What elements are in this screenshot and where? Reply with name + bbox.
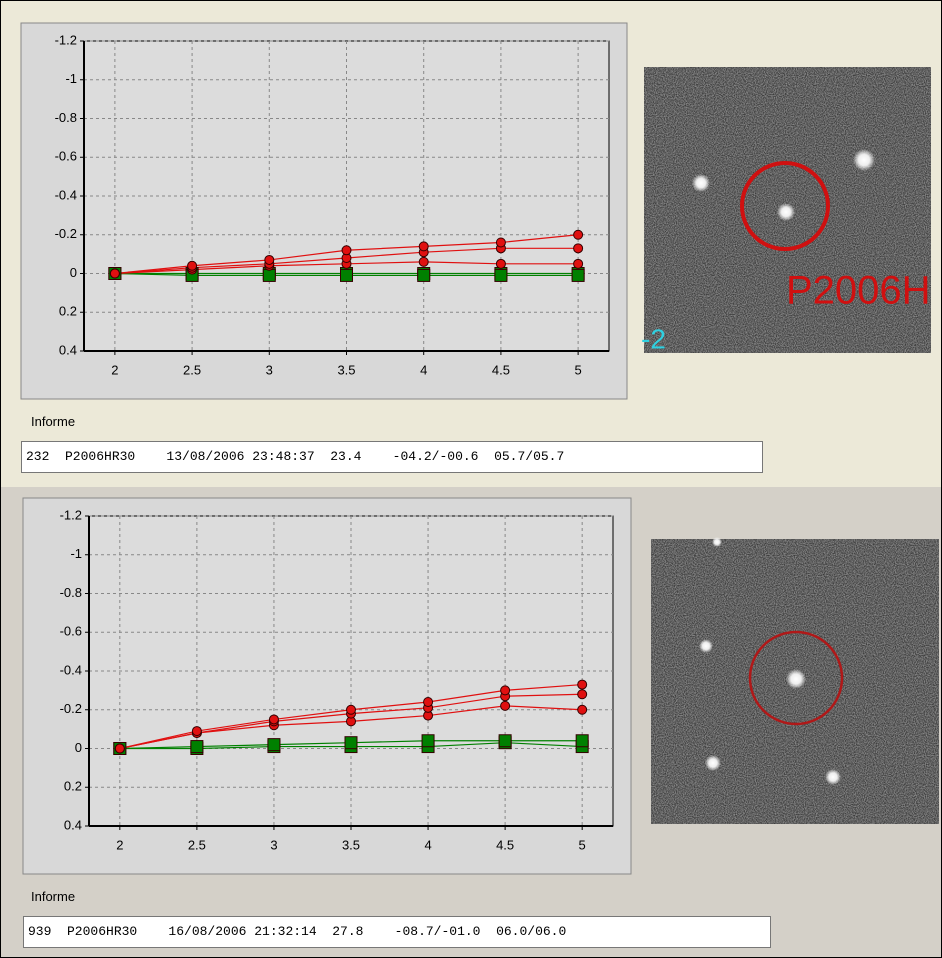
point <box>573 243 584 254</box>
point <box>417 268 431 282</box>
y-tick-label: -0.2 <box>60 701 82 716</box>
x-tick-label: 5 <box>575 362 582 377</box>
point <box>577 679 588 690</box>
point <box>498 734 512 748</box>
image-label: -2 <box>641 323 666 354</box>
star-image: P2006H -2 <box>641 67 931 354</box>
x-tick-label: 2 <box>111 362 118 377</box>
point <box>577 704 588 715</box>
point <box>495 258 506 269</box>
point <box>423 697 434 707</box>
y-tick-label: -0.8 <box>60 585 82 600</box>
point <box>495 237 506 248</box>
x-tick-label: 3 <box>266 362 273 377</box>
point <box>421 734 435 748</box>
report-box: 232 P2006HR30 13/08/2006 23:48:37 23.4 -… <box>21 441 763 473</box>
image-label: P2006H <box>786 269 931 313</box>
x-tick-label: 4.5 <box>496 837 514 852</box>
x-tick-label: 2 <box>116 837 123 852</box>
point <box>573 258 584 269</box>
label: Informe <box>31 414 76 429</box>
chart: -1.2 -1 -0.8 -0.6 -0.4 -0.2 0 0.2 0.4 2 2.5 3 3.5 4 4.… <box>22 497 632 875</box>
point <box>500 700 511 711</box>
point <box>571 268 585 282</box>
point <box>264 254 275 265</box>
y-tick-label: 0 <box>70 265 77 280</box>
point <box>346 704 356 715</box>
y-tick-label: -1.2 <box>60 507 82 522</box>
label: Informe <box>31 889 76 904</box>
chart: -1.2 -1 -0.8 -0.6 -0.4 -0.2 0 0.2 0.4 2 2.5 3 3.5 4 4.… <box>20 22 628 400</box>
y-tick-label: -0.6 <box>55 149 77 164</box>
y-tick-label: -0.6 <box>60 624 82 639</box>
x-tick-label: 4 <box>424 837 431 852</box>
y-tick-label: 0.2 <box>59 304 77 319</box>
point <box>573 229 584 240</box>
point <box>190 740 204 754</box>
x-tick-label: 2.5 <box>188 837 206 852</box>
x-tick-label: 5 <box>579 837 586 852</box>
point <box>575 734 589 748</box>
y-tick-label: -0.4 <box>55 187 77 202</box>
x-tick-label: 3 <box>270 837 277 852</box>
point <box>109 268 120 279</box>
point <box>268 714 279 725</box>
point <box>344 736 358 750</box>
y-tick-label: 0.4 <box>64 817 82 832</box>
point <box>341 245 352 256</box>
x-tick-label: 4.5 <box>492 362 510 377</box>
point <box>340 268 353 282</box>
point <box>262 268 276 282</box>
point <box>418 241 429 252</box>
point <box>418 256 429 267</box>
y-tick-label: -1 <box>65 71 77 86</box>
report-box: 939 P2006HR30 16/08/2006 21:32:14 27.8 -… <box>23 916 771 948</box>
y-tick-label: -1.2 <box>55 32 77 47</box>
y-tick-label: 0 <box>75 740 82 755</box>
star-image <box>651 537 939 824</box>
y-tick-label: -1 <box>70 546 82 561</box>
point <box>114 743 125 754</box>
point <box>494 268 508 282</box>
y-tick-label: 0.4 <box>59 342 77 357</box>
y-tick-label: 0.2 <box>64 779 82 794</box>
point <box>577 689 588 700</box>
x-tick-label: 3.5 <box>342 837 360 852</box>
point <box>267 738 281 752</box>
y-tick-label: -0.4 <box>60 662 82 677</box>
x-tick-label: 3.5 <box>337 362 355 377</box>
x-tick-label: 2.5 <box>183 362 201 377</box>
point <box>191 726 202 737</box>
point <box>500 685 511 696</box>
x-tick-label: 4 <box>420 362 427 377</box>
y-tick-label: -0.2 <box>55 226 77 241</box>
y-tick-label: -0.8 <box>55 110 77 125</box>
point <box>187 260 198 271</box>
